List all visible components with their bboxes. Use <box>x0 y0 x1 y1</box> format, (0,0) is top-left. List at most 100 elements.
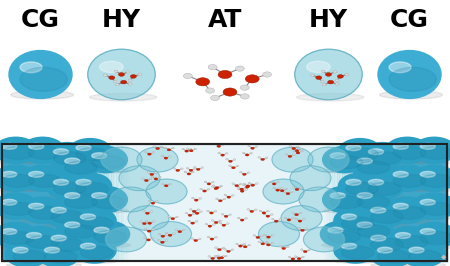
Ellipse shape <box>85 168 128 173</box>
Circle shape <box>222 256 225 257</box>
Ellipse shape <box>342 217 374 230</box>
Circle shape <box>143 210 145 212</box>
Circle shape <box>214 255 217 257</box>
Circle shape <box>151 202 155 204</box>
Circle shape <box>115 84 119 86</box>
Circle shape <box>148 153 151 155</box>
Circle shape <box>142 178 144 179</box>
Circle shape <box>178 231 182 233</box>
Circle shape <box>168 216 171 217</box>
Ellipse shape <box>76 182 108 195</box>
Circle shape <box>147 230 151 232</box>
Circle shape <box>245 154 249 156</box>
Ellipse shape <box>420 199 435 205</box>
Ellipse shape <box>65 161 97 174</box>
Ellipse shape <box>420 143 435 149</box>
Circle shape <box>266 241 268 243</box>
Ellipse shape <box>13 247 28 253</box>
Ellipse shape <box>351 174 394 178</box>
Circle shape <box>236 243 238 245</box>
Ellipse shape <box>22 187 65 192</box>
Circle shape <box>144 237 146 239</box>
Circle shape <box>232 167 235 169</box>
Bar <box>111 144 113 261</box>
Bar <box>123 144 126 261</box>
Ellipse shape <box>92 196 124 209</box>
Circle shape <box>184 171 187 173</box>
Ellipse shape <box>393 146 426 159</box>
Circle shape <box>173 233 176 234</box>
Circle shape <box>164 147 167 148</box>
Ellipse shape <box>46 173 89 199</box>
Ellipse shape <box>263 179 304 204</box>
Circle shape <box>236 165 239 167</box>
Bar <box>346 144 349 261</box>
Circle shape <box>266 236 270 238</box>
Ellipse shape <box>2 199 17 205</box>
Circle shape <box>335 79 339 81</box>
Circle shape <box>277 181 279 183</box>
Bar <box>337 144 339 261</box>
Circle shape <box>308 249 310 251</box>
Ellipse shape <box>54 152 86 165</box>
Ellipse shape <box>19 226 62 252</box>
Ellipse shape <box>324 208 367 213</box>
Bar <box>101 144 104 261</box>
Circle shape <box>128 83 132 85</box>
Ellipse shape <box>357 196 390 209</box>
Ellipse shape <box>393 143 408 149</box>
Bar <box>339 144 342 261</box>
Bar <box>91 144 94 261</box>
Circle shape <box>299 212 302 214</box>
Circle shape <box>250 210 254 213</box>
Circle shape <box>286 193 290 195</box>
Circle shape <box>217 145 220 147</box>
Circle shape <box>279 246 282 247</box>
Ellipse shape <box>29 203 44 209</box>
Ellipse shape <box>342 246 374 259</box>
Circle shape <box>212 220 214 221</box>
Ellipse shape <box>0 165 37 191</box>
Circle shape <box>215 236 217 238</box>
Circle shape <box>224 248 226 250</box>
Circle shape <box>144 180 148 182</box>
Circle shape <box>297 146 299 148</box>
Circle shape <box>270 214 273 215</box>
Circle shape <box>258 157 261 158</box>
Circle shape <box>197 209 200 210</box>
Circle shape <box>162 183 164 185</box>
Ellipse shape <box>57 186 100 213</box>
Ellipse shape <box>342 243 356 249</box>
Circle shape <box>121 80 127 84</box>
Circle shape <box>295 188 299 191</box>
Ellipse shape <box>351 208 394 213</box>
Bar <box>364 144 366 261</box>
Ellipse shape <box>364 251 407 255</box>
Circle shape <box>220 185 222 187</box>
Ellipse shape <box>51 210 84 223</box>
Circle shape <box>316 76 322 80</box>
Ellipse shape <box>346 145 361 151</box>
Ellipse shape <box>45 251 88 255</box>
Bar <box>324 144 327 261</box>
Circle shape <box>238 188 240 190</box>
Circle shape <box>261 158 265 161</box>
Circle shape <box>193 213 195 214</box>
Circle shape <box>240 219 244 221</box>
Circle shape <box>295 214 298 216</box>
Circle shape <box>229 160 232 163</box>
Circle shape <box>280 190 284 192</box>
Circle shape <box>294 256 297 257</box>
Circle shape <box>251 147 254 149</box>
Bar <box>96 144 99 261</box>
Circle shape <box>217 257 221 259</box>
Ellipse shape <box>306 61 330 73</box>
Ellipse shape <box>87 243 130 247</box>
Ellipse shape <box>299 187 340 212</box>
Circle shape <box>200 188 202 190</box>
Ellipse shape <box>45 247 59 253</box>
Bar <box>2 144 447 261</box>
Circle shape <box>219 222 221 224</box>
Bar <box>126 144 128 261</box>
Circle shape <box>320 80 324 83</box>
